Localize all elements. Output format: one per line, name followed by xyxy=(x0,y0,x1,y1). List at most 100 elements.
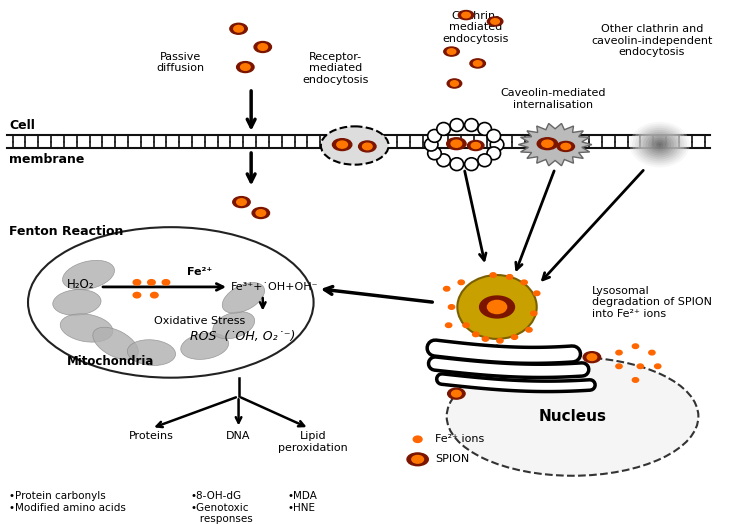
Text: Cell: Cell xyxy=(9,119,35,132)
Ellipse shape xyxy=(428,129,441,143)
Ellipse shape xyxy=(256,210,266,216)
Ellipse shape xyxy=(470,59,486,68)
Ellipse shape xyxy=(490,273,497,277)
Text: ROS  (˙OH, O₂˙⁻): ROS (˙OH, O₂˙⁻) xyxy=(190,330,295,343)
Ellipse shape xyxy=(241,64,250,70)
Ellipse shape xyxy=(133,280,141,285)
Ellipse shape xyxy=(213,312,255,339)
Text: Proteins: Proteins xyxy=(129,431,174,441)
Ellipse shape xyxy=(526,328,532,332)
Ellipse shape xyxy=(93,328,139,359)
Ellipse shape xyxy=(362,143,372,150)
Ellipse shape xyxy=(463,323,469,328)
Ellipse shape xyxy=(437,154,450,167)
Ellipse shape xyxy=(332,139,352,150)
Ellipse shape xyxy=(473,61,482,66)
Polygon shape xyxy=(518,124,592,166)
Ellipse shape xyxy=(458,275,537,339)
Text: Clathrin-
mediated
endocytosis: Clathrin- mediated endocytosis xyxy=(443,10,509,43)
Ellipse shape xyxy=(587,354,597,361)
Ellipse shape xyxy=(531,311,537,315)
Ellipse shape xyxy=(446,357,698,476)
Ellipse shape xyxy=(232,196,250,208)
Ellipse shape xyxy=(583,352,601,363)
Ellipse shape xyxy=(407,453,428,466)
Ellipse shape xyxy=(424,138,438,151)
Text: Fe²⁺ ions: Fe²⁺ ions xyxy=(435,434,484,444)
Ellipse shape xyxy=(632,344,638,348)
Ellipse shape xyxy=(542,140,553,147)
Ellipse shape xyxy=(655,364,661,368)
Ellipse shape xyxy=(630,122,690,167)
Ellipse shape xyxy=(450,81,458,86)
Ellipse shape xyxy=(656,141,663,148)
Ellipse shape xyxy=(632,124,687,166)
Ellipse shape xyxy=(162,280,170,285)
Ellipse shape xyxy=(458,10,474,19)
Ellipse shape xyxy=(444,47,459,56)
Ellipse shape xyxy=(148,280,155,285)
Ellipse shape xyxy=(237,199,246,205)
Ellipse shape xyxy=(653,140,666,149)
Ellipse shape xyxy=(615,351,622,355)
Text: •8-OH-dG
•Genotoxic
   responses: •8-OH-dG •Genotoxic responses xyxy=(190,492,253,524)
Ellipse shape xyxy=(451,140,462,147)
Ellipse shape xyxy=(61,314,113,342)
Ellipse shape xyxy=(497,339,503,343)
Text: Fe²⁺: Fe²⁺ xyxy=(187,267,213,277)
Ellipse shape xyxy=(359,141,376,152)
Ellipse shape xyxy=(449,305,455,309)
Ellipse shape xyxy=(480,296,514,318)
Text: Fenton Reaction: Fenton Reaction xyxy=(9,225,123,238)
Text: Mitochondria: Mitochondria xyxy=(67,355,154,368)
Ellipse shape xyxy=(490,138,504,151)
Ellipse shape xyxy=(471,143,480,148)
Ellipse shape xyxy=(557,141,574,151)
Text: H₂O₂: H₂O₂ xyxy=(67,278,94,291)
Ellipse shape xyxy=(635,126,684,163)
Ellipse shape xyxy=(478,123,492,135)
Text: •Protein carbonyls
•Modified amino acids: •Protein carbonyls •Modified amino acids xyxy=(9,492,126,513)
Ellipse shape xyxy=(478,154,492,167)
Ellipse shape xyxy=(641,130,679,159)
Ellipse shape xyxy=(506,275,513,279)
Text: SPION: SPION xyxy=(435,454,469,464)
Ellipse shape xyxy=(337,141,348,148)
Ellipse shape xyxy=(465,158,478,170)
Ellipse shape xyxy=(447,49,456,54)
Ellipse shape xyxy=(222,282,264,313)
Ellipse shape xyxy=(651,138,669,151)
Ellipse shape xyxy=(637,364,644,368)
Text: membrane: membrane xyxy=(9,153,85,166)
Ellipse shape xyxy=(534,291,540,296)
Ellipse shape xyxy=(638,128,682,161)
Text: Lysosomal
degradation of SPION
into Fe²⁺ ions: Lysosomal degradation of SPION into Fe²⁺… xyxy=(592,286,712,319)
Text: Nucleus: Nucleus xyxy=(539,409,607,424)
Ellipse shape xyxy=(462,13,470,18)
Text: •MDA
•HNE: •MDA •HNE xyxy=(288,492,318,513)
Ellipse shape xyxy=(237,62,254,72)
Ellipse shape xyxy=(133,292,141,298)
Ellipse shape xyxy=(52,290,101,315)
Ellipse shape xyxy=(561,144,570,149)
Ellipse shape xyxy=(428,147,441,160)
Ellipse shape xyxy=(537,138,557,150)
Ellipse shape xyxy=(446,138,466,150)
Ellipse shape xyxy=(63,260,114,290)
Ellipse shape xyxy=(482,336,489,341)
Ellipse shape xyxy=(646,134,674,156)
Ellipse shape xyxy=(491,19,500,24)
Ellipse shape xyxy=(254,41,272,52)
Ellipse shape xyxy=(127,340,176,365)
Text: Lipid
peroxidation: Lipid peroxidation xyxy=(278,431,348,453)
Ellipse shape xyxy=(450,118,463,132)
Ellipse shape xyxy=(511,335,517,340)
Ellipse shape xyxy=(258,43,268,50)
Ellipse shape xyxy=(447,79,462,88)
Text: DNA: DNA xyxy=(227,431,251,441)
Ellipse shape xyxy=(649,351,655,355)
Ellipse shape xyxy=(458,280,464,285)
Ellipse shape xyxy=(465,118,478,132)
Ellipse shape xyxy=(487,129,500,143)
Ellipse shape xyxy=(252,208,269,219)
